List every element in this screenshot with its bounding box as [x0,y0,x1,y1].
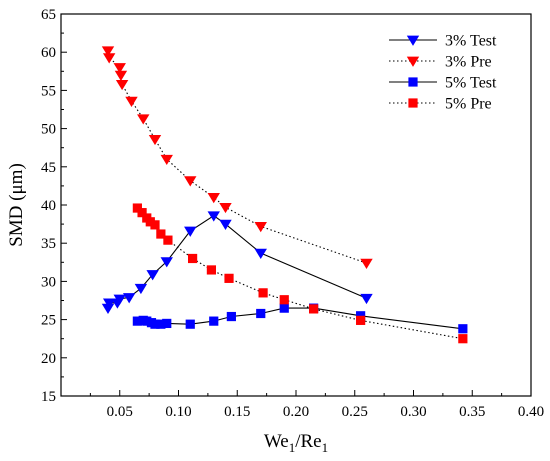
data-point [113,294,126,305]
data-point [114,70,128,82]
legend: 3% Test 3% Pre 5% Test 5% Pre [389,33,497,113]
data-point [148,134,162,146]
y-tick-label: 30 [41,274,56,290]
data-point [226,311,236,322]
data-point [258,288,268,298]
legend-entry: 5% Test [389,75,497,92]
legend-label: 3% Pre [445,54,492,71]
legend-marker [406,35,420,46]
data-point [256,308,266,319]
data-point [360,258,373,269]
legend-label: 3% Test [445,33,497,50]
data-point [209,316,219,326]
data-point [125,96,138,107]
data-point [254,248,267,260]
y-tick-label: 25 [41,313,56,329]
series-2 [101,46,373,269]
x-tick-label: 0.05 [107,404,133,420]
y-tick-label: 50 [41,122,56,138]
legend-label: 5% Test [445,75,497,92]
data-point [254,222,267,233]
data-point [132,316,142,326]
x-axis-title: We1/Re1 [264,431,328,455]
y-tick-label: 20 [41,351,56,367]
data-point [102,53,116,64]
data-point [207,193,220,204]
data-point [150,319,160,329]
data-point [156,319,166,329]
data-point [115,79,129,91]
x-tick-label: 0.40 [518,404,544,420]
data-point [309,304,319,314]
y-tick-label: 15 [41,389,56,405]
data-point [156,229,166,239]
x-tick-label: 0.10 [165,404,191,420]
x-tick-label: 0.15 [224,404,250,420]
x-tick-label: 0.20 [283,404,309,420]
data-point [279,295,289,305]
legend-marker [408,98,418,108]
data-point [150,220,160,230]
x-tick-label: 0.25 [342,404,368,420]
data-point [184,226,197,237]
data-point [122,293,136,304]
data-point [207,211,220,222]
y-tick-label: 40 [41,198,56,214]
data-point [160,257,173,268]
data-point [219,219,232,230]
data-point [137,208,147,218]
legend-marker [408,77,418,87]
y-tick-label: 65 [41,7,56,23]
data-point [219,202,232,214]
series-1 [101,211,373,315]
y-tick-label: 35 [41,236,56,252]
series-layer [101,46,468,344]
y-tick-label: 60 [41,45,56,61]
data-point [224,273,234,283]
data-point [188,253,198,264]
data-point [101,303,115,315]
data-point [458,324,468,334]
legend-entry: 3% Test [389,33,497,50]
x-tick-label: 0.35 [459,404,485,420]
x-tick-label: 0.30 [400,404,426,420]
y-tick-label: 45 [41,160,56,176]
series-line [137,207,463,340]
data-point [137,114,150,125]
ticks-layer: 0.05 0.10 0.15 0.20 0.25 0.30 0.35 0.40 15 20 25 30… [41,7,544,420]
data-point [142,316,152,326]
data-point [184,176,197,187]
legend-marker [406,56,420,67]
data-point [101,46,115,57]
legend-entry: 3% Pre [389,54,492,71]
data-point [163,235,173,245]
y-tick-label: 55 [41,83,56,99]
legend-entry: 5% Pre [389,96,492,113]
data-point [160,154,173,166]
data-point [185,319,195,329]
data-point [360,293,373,305]
data-point [356,315,366,325]
data-point [134,283,148,295]
data-point [279,303,289,313]
data-point [132,203,142,213]
data-point [162,318,172,329]
data-point [458,334,468,344]
data-point [102,298,116,309]
legend-label: 5% Pre [445,96,492,113]
series-4 [132,203,468,344]
data-point [206,265,216,275]
data-point [145,217,155,227]
data-point [146,270,159,281]
y-axis-title: SMD (μm) [6,163,27,247]
data-point [113,63,126,74]
